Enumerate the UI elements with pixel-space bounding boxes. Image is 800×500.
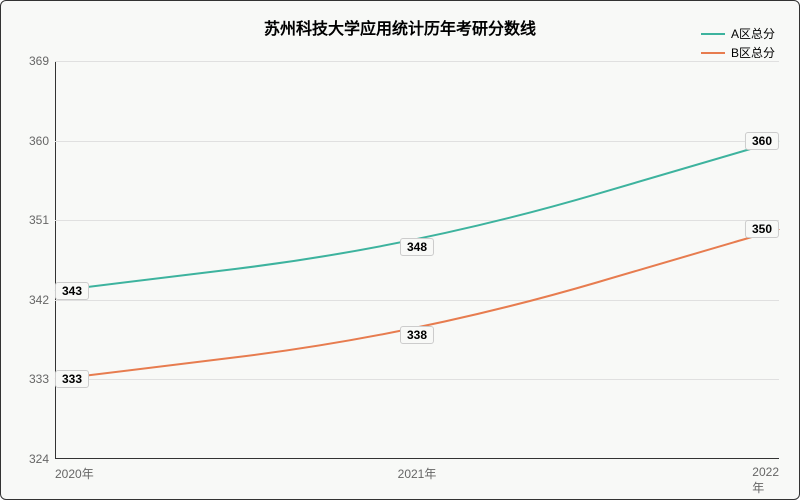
y-tick-label: 342	[29, 293, 55, 307]
legend-item: B区总分	[701, 44, 775, 61]
point-label: 348	[400, 238, 434, 256]
plot-area: 324333342351360369 2020年2021年2022年 34334…	[55, 61, 779, 459]
x-tick-label: 2022年	[752, 459, 779, 496]
chart-title: 苏州科技大学应用统计历年考研分数线	[1, 15, 799, 39]
line-svg	[55, 61, 779, 459]
y-tick-label: 324	[29, 452, 55, 466]
legend-label: A区总分	[731, 25, 775, 42]
point-label: 350	[745, 220, 779, 238]
legend: A区总分 B区总分	[701, 25, 775, 63]
chart-container: 苏州科技大学应用统计历年考研分数线 A区总分 B区总分 324333342351…	[0, 0, 800, 500]
x-tick-label: 2020年	[55, 459, 94, 482]
legend-swatch	[701, 52, 725, 54]
y-tick-label: 369	[29, 54, 55, 68]
x-tick-label: 2021年	[398, 459, 437, 482]
y-tick-label: 333	[29, 372, 55, 386]
point-label: 338	[400, 326, 434, 344]
y-tick-label: 351	[29, 213, 55, 227]
point-label: 360	[745, 132, 779, 150]
series-line	[55, 141, 779, 291]
legend-label: B区总分	[731, 44, 775, 61]
legend-swatch	[701, 33, 725, 35]
point-label: 333	[55, 370, 89, 388]
point-label: 343	[55, 282, 89, 300]
legend-item: A区总分	[701, 25, 775, 42]
y-tick-label: 360	[29, 134, 55, 148]
